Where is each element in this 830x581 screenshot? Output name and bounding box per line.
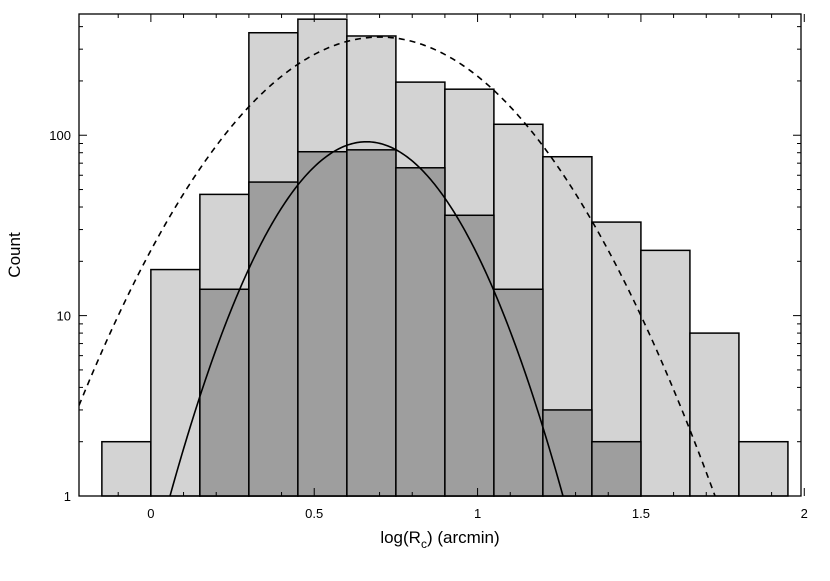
x-axis-label: log(Rc) (arcmin) bbox=[380, 528, 499, 551]
bar-subset bbox=[444, 214, 495, 497]
bar-subset bbox=[395, 167, 446, 497]
bar-all bbox=[101, 440, 152, 497]
bar-subset bbox=[493, 288, 544, 497]
y-tick-labels: 1 10 100 bbox=[49, 128, 71, 504]
x-tick-label: 1 bbox=[474, 506, 481, 521]
y-tick-label: 10 bbox=[57, 309, 71, 324]
y-axis-label: Count bbox=[5, 232, 24, 278]
axis-ticks bbox=[79, 14, 805, 497]
plot-frame bbox=[78, 13, 802, 497]
histogram-subset-bars bbox=[199, 149, 642, 497]
y-tick-label: 1 bbox=[64, 489, 71, 504]
bar-all bbox=[738, 440, 789, 497]
bar-subset bbox=[297, 150, 348, 497]
x-tick-label: 1.5 bbox=[632, 506, 650, 521]
fit-curve-dashed bbox=[79, 36, 716, 496]
bar-all bbox=[689, 332, 740, 497]
x-tick-label: 2 bbox=[801, 506, 808, 521]
fit-curve-solid bbox=[169, 140, 564, 496]
fit-curves bbox=[79, 36, 716, 496]
bar-all bbox=[640, 249, 691, 497]
bar-all bbox=[150, 268, 201, 497]
bar-subset bbox=[346, 149, 397, 497]
y-tick-label: 100 bbox=[49, 128, 71, 143]
bar-subset bbox=[199, 288, 250, 497]
x-tick-label: 0.5 bbox=[305, 506, 323, 521]
bar-subset bbox=[248, 181, 299, 497]
x-tick-labels: 0 0.5 1 1.5 2 bbox=[147, 506, 808, 521]
bar-subset bbox=[591, 440, 642, 497]
x-tick-label: 0 bbox=[147, 506, 154, 521]
